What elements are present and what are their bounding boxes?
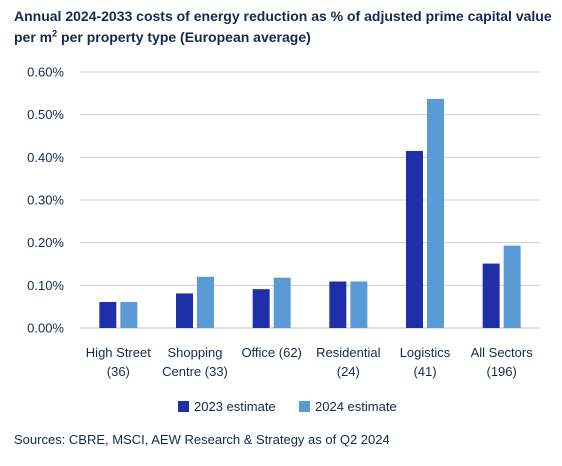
bar bbox=[273, 277, 291, 328]
bar bbox=[120, 301, 138, 328]
bar bbox=[99, 301, 117, 328]
y-tick-label: 0.60% bbox=[27, 65, 64, 80]
legend-swatch bbox=[178, 401, 189, 412]
bar bbox=[427, 98, 444, 328]
y-tick-label: 0.20% bbox=[27, 235, 64, 250]
gridlines bbox=[80, 71, 540, 329]
legend-label: 2023 estimate bbox=[194, 399, 276, 414]
bar bbox=[350, 281, 368, 328]
source-note: Sources: CBRE, MSCI, AEW Research & Stra… bbox=[14, 432, 390, 447]
bar bbox=[329, 281, 347, 328]
category-label: All Sectors bbox=[471, 345, 534, 360]
bar bbox=[176, 293, 193, 328]
bar-chart: 0.00% 0.10% 0.20% 0.30% 0.40% 0.50% 0.60% High… bbox=[27, 65, 540, 414]
y-axis-ticks: 0.00% 0.10% 0.20% 0.30% 0.40% 0.50% 0.60% bbox=[27, 65, 64, 336]
bars bbox=[99, 98, 521, 328]
category-label: Residential bbox=[316, 345, 380, 360]
category-label: (41) bbox=[413, 364, 436, 379]
category-label: (36) bbox=[107, 364, 130, 379]
category-label: Centre (33) bbox=[162, 364, 228, 379]
y-tick-label: 0.00% bbox=[27, 321, 64, 336]
bar bbox=[252, 289, 270, 328]
legend-swatch bbox=[299, 401, 310, 412]
category-label: High Street bbox=[86, 345, 151, 360]
y-tick-label: 0.10% bbox=[27, 278, 64, 293]
category-label: Logistics bbox=[400, 345, 451, 360]
legend: 2023 estimate 2024 estimate bbox=[178, 399, 397, 414]
y-tick-label: 0.30% bbox=[27, 193, 64, 208]
y-tick-label: 0.40% bbox=[27, 150, 64, 165]
chart-title: Annual 2024-2033 costs of energy reducti… bbox=[14, 8, 552, 45]
bar bbox=[197, 276, 214, 328]
bar bbox=[503, 245, 521, 328]
y-tick-label: 0.50% bbox=[27, 107, 64, 122]
category-label: Shopping bbox=[168, 345, 223, 360]
bar bbox=[482, 263, 500, 328]
legend-label: 2024 estimate bbox=[315, 399, 397, 414]
category-label: Office (62) bbox=[241, 345, 301, 360]
category-label: (24) bbox=[337, 364, 360, 379]
x-axis-categories: High Street (36) Shopping Centre (33) Office… bbox=[86, 345, 533, 379]
category-label: (196) bbox=[486, 364, 516, 379]
bar bbox=[406, 150, 423, 328]
